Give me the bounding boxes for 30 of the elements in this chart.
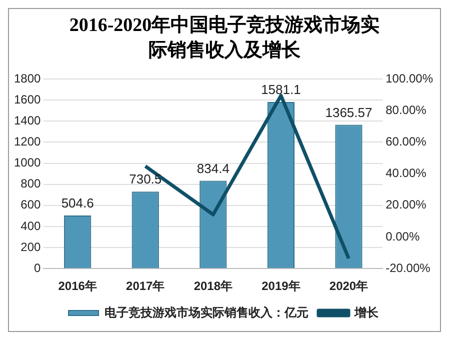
legend-label: 增长 <box>354 305 380 320</box>
data-label: 1581.1 <box>261 82 301 98</box>
y-tick-label: 400 <box>20 218 42 233</box>
y2-tick-label: 0.00% <box>386 229 420 244</box>
legend-label: 电子竞技游戏市场实际销售收入：亿元 <box>104 305 308 320</box>
y-tick-label: 1200 <box>14 134 42 149</box>
y-tick-label: 1600 <box>14 92 42 106</box>
y-tick-label: 0 <box>34 260 42 275</box>
y2-tick-label: 80.00% <box>386 102 427 117</box>
data-label: 834.4 <box>196 160 230 176</box>
y2-tick-label: 100.00% <box>386 71 434 86</box>
x-tick-label: 2019年 <box>262 279 300 294</box>
y2-tick-label: 20.00% <box>386 198 427 212</box>
data-label: 504.6 <box>61 196 94 211</box>
x-tick-label: 2016年 <box>58 279 97 294</box>
y2-tick-label: -20.00% <box>386 260 431 275</box>
y-tick-label: 1800 <box>14 71 42 86</box>
y-tick-label: 200 <box>20 240 42 254</box>
y-tick-label: 800 <box>20 176 42 191</box>
x-tick-label: 2018年 <box>194 279 233 294</box>
y-tick-label: 1400 <box>14 113 42 128</box>
data-label: 1365.57 <box>325 104 372 120</box>
data-label: 730.5 <box>129 172 162 187</box>
y2-tick-label: 60.00% <box>386 134 427 149</box>
chart-title: 2016-2020年中国电子竞技游戏市场实际销售收入及增长 <box>68 14 381 63</box>
y-tick-label: 1000 <box>14 156 42 170</box>
y2-tick-label: 40.00% <box>386 166 427 180</box>
y-tick-label: 600 <box>20 198 42 212</box>
x-tick-label: 2017年 <box>126 279 165 294</box>
x-tick-label: 2020年 <box>329 279 368 294</box>
